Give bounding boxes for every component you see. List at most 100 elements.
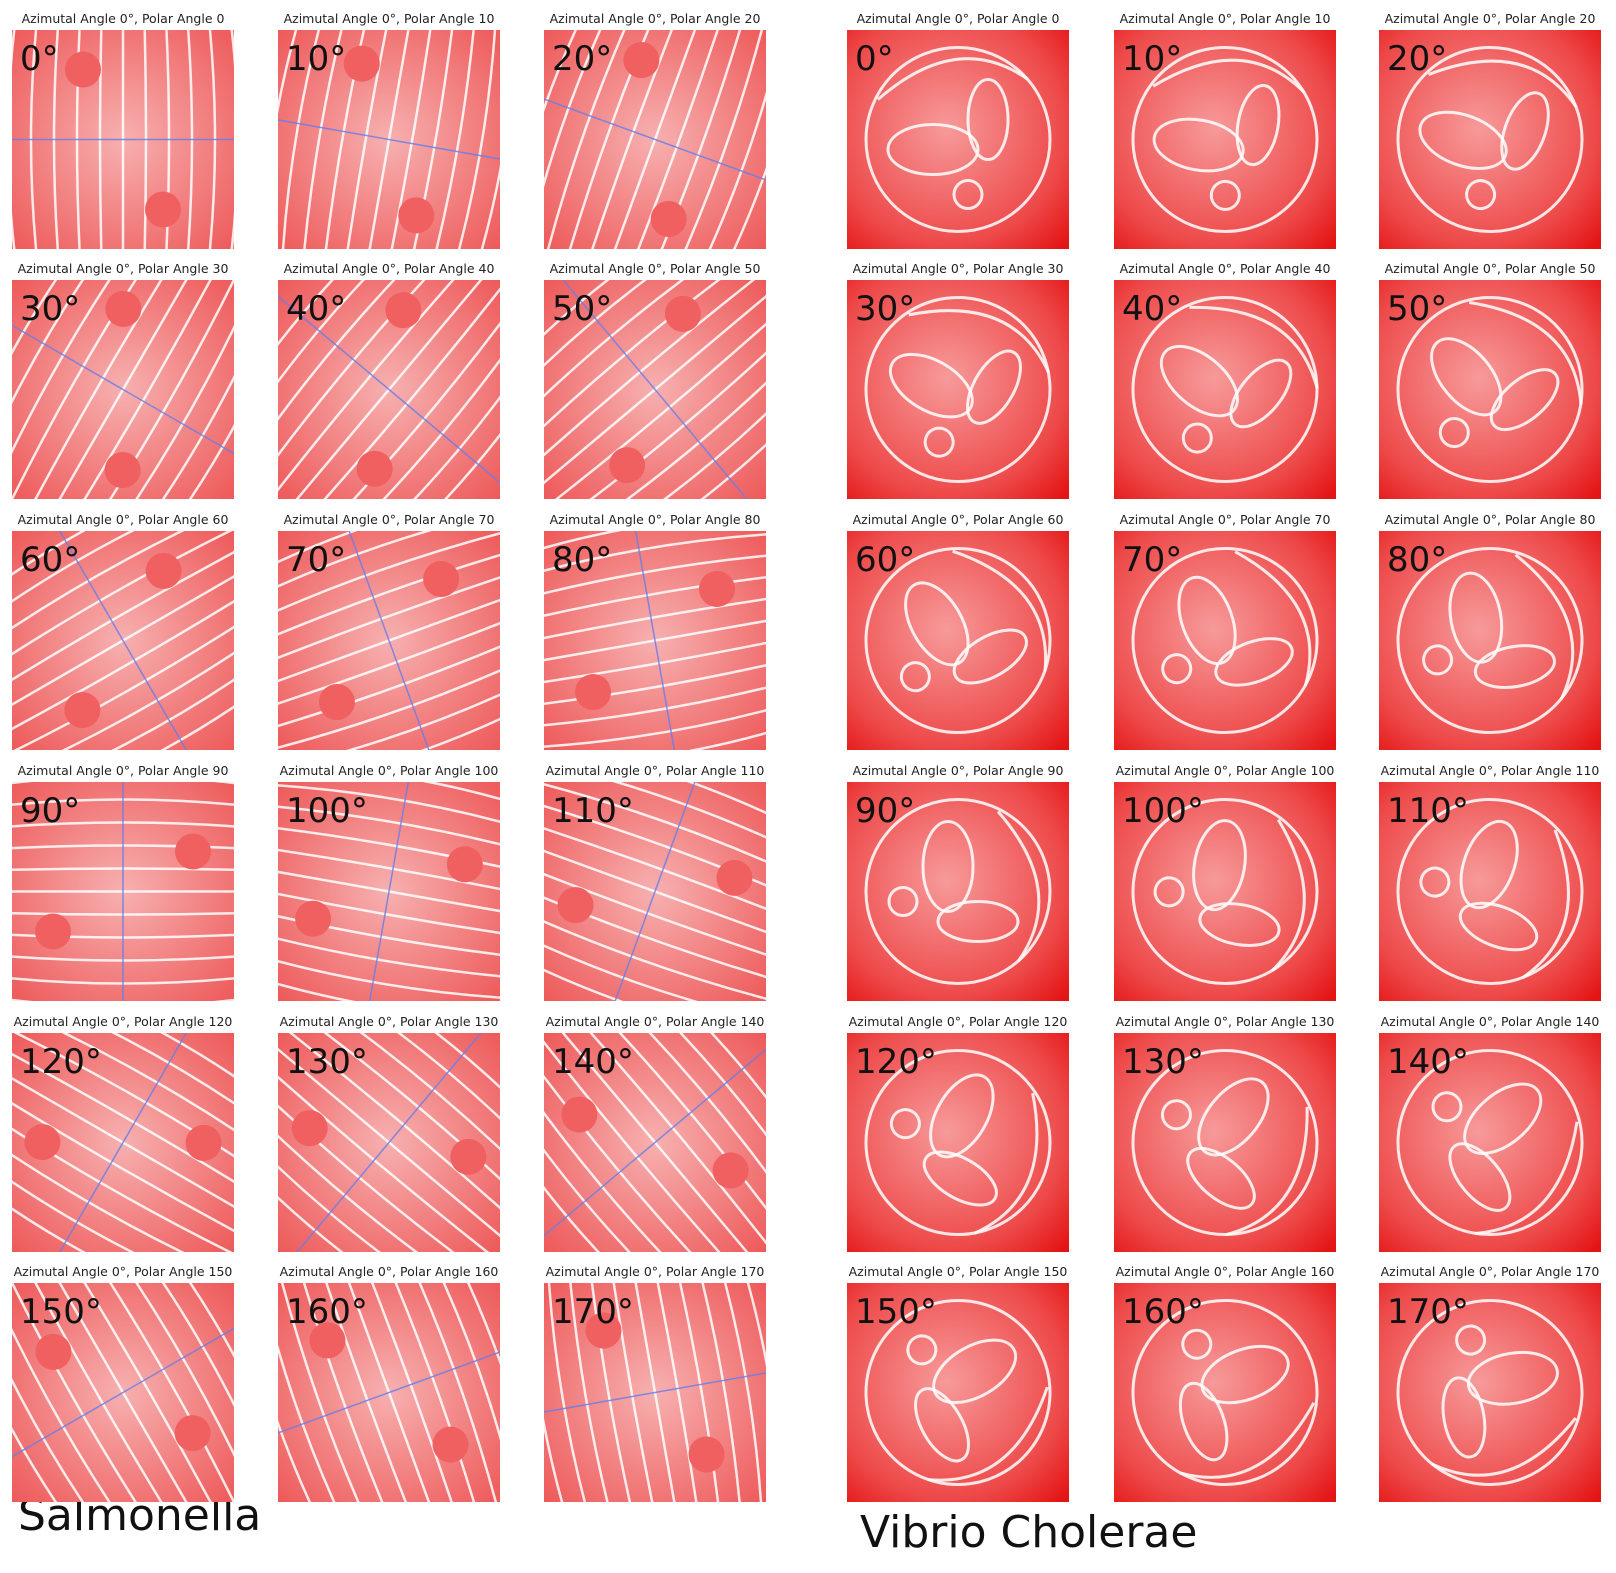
- panel-title: Azimutal Angle 0°, Polar Angle 100: [1116, 763, 1335, 778]
- panel-image: [1379, 30, 1601, 249]
- panel-title: Azimutal Angle 0°, Polar Angle 50: [1385, 261, 1596, 276]
- panel-image: [1114, 531, 1336, 750]
- pattern: [544, 1283, 766, 1502]
- panel: [278, 30, 500, 249]
- panel: [1114, 280, 1336, 499]
- pattern: [864, 798, 1052, 985]
- panel-image: [1379, 782, 1601, 1001]
- panel: [847, 1283, 1069, 1502]
- panel-label: 30°: [855, 289, 915, 329]
- panel-label: 10°: [286, 39, 346, 79]
- panel: [544, 280, 766, 499]
- panel-image: [1114, 782, 1336, 1001]
- panel-title: Azimutal Angle 0°, Polar Angle 110: [546, 763, 765, 778]
- panel-label: 80°: [552, 540, 612, 580]
- panel-image: [1114, 1033, 1336, 1252]
- panel-label: 110°: [1387, 791, 1469, 831]
- pattern: [1131, 46, 1319, 233]
- pattern: [864, 296, 1052, 483]
- panel: [1379, 531, 1601, 750]
- panel-title: Azimutal Angle 0°, Polar Angle 80: [1385, 512, 1596, 527]
- pattern: [864, 1049, 1052, 1236]
- panel: [847, 30, 1069, 249]
- panel-title: Azimutal Angle 0°, Polar Angle 170: [546, 1264, 765, 1279]
- pattern: [1396, 547, 1584, 734]
- panel: [1379, 782, 1601, 1001]
- pattern: [278, 280, 500, 499]
- panel-label: 150°: [855, 1292, 937, 1332]
- panel-title: Azimutal Angle 0°, Polar Angle 150: [14, 1264, 233, 1279]
- panel-label: 20°: [1387, 39, 1447, 79]
- panel-title: Azimutal Angle 0°, Polar Angle 60: [853, 512, 1064, 527]
- panel: [12, 1033, 234, 1252]
- panel: [12, 1283, 234, 1502]
- pattern: [12, 531, 234, 750]
- panel-label: 130°: [1122, 1042, 1204, 1082]
- panel-label: 100°: [286, 791, 368, 831]
- pattern: [1396, 798, 1584, 985]
- group-label: Vibrio Cholerae: [860, 1507, 1197, 1558]
- panel-label: 30°: [20, 289, 80, 329]
- pattern: [278, 30, 500, 249]
- panel-title: Azimutal Angle 0°, Polar Angle 10: [284, 11, 495, 26]
- panel-image: [847, 782, 1069, 1001]
- panel-title: Azimutal Angle 0°, Polar Angle 110: [1381, 763, 1600, 778]
- panel-label: 170°: [552, 1292, 634, 1332]
- panel: [1114, 30, 1336, 249]
- panel-title: Azimutal Angle 0°, Polar Angle 0: [22, 11, 225, 26]
- panel: [544, 1033, 766, 1252]
- panel-label: 0°: [20, 39, 59, 79]
- panel-label: 120°: [855, 1042, 937, 1082]
- panel-title: Azimutal Angle 0°, Polar Angle 170: [1381, 1264, 1600, 1279]
- panel-image: [1114, 1283, 1336, 1502]
- panel: [1114, 1033, 1336, 1252]
- panel-label: 150°: [20, 1292, 102, 1332]
- pattern: [1131, 798, 1319, 985]
- panel-title: Azimutal Angle 0°, Polar Angle 160: [1116, 1264, 1335, 1279]
- panel-label: 130°: [286, 1042, 368, 1082]
- panel: [847, 531, 1069, 750]
- panel: [1114, 782, 1336, 1001]
- panel-image: [1379, 1283, 1601, 1502]
- pattern: [1131, 1299, 1319, 1486]
- pattern: [278, 1033, 500, 1252]
- panel-image: [847, 531, 1069, 750]
- pattern: [12, 30, 234, 249]
- panel-label: 50°: [552, 289, 612, 329]
- panel-label: 170°: [1387, 1292, 1469, 1332]
- panel-label: 10°: [1122, 39, 1182, 79]
- panel-title: Azimutal Angle 0°, Polar Angle 20: [550, 11, 761, 26]
- pattern: [12, 782, 234, 1001]
- panel: [1114, 531, 1336, 750]
- panel-label: 100°: [1122, 791, 1204, 831]
- panel-title: Azimutal Angle 0°, Polar Angle 130: [280, 1014, 499, 1029]
- panel-title: Azimutal Angle 0°, Polar Angle 50: [550, 261, 761, 276]
- panel: [12, 531, 234, 750]
- panel: [12, 280, 234, 499]
- pattern: [864, 46, 1052, 233]
- panel-image: [1114, 280, 1336, 499]
- panel-label: 120°: [20, 1042, 102, 1082]
- pattern: [864, 547, 1052, 734]
- panel-label: 50°: [1387, 289, 1447, 329]
- pattern: [544, 531, 766, 750]
- pattern: [544, 280, 766, 499]
- panel-label: 110°: [552, 791, 634, 831]
- panel: [1379, 280, 1601, 499]
- panel-title: Azimutal Angle 0°, Polar Angle 100: [280, 763, 499, 778]
- pattern: [278, 531, 500, 750]
- pattern: [1396, 1299, 1584, 1486]
- panel-label: 40°: [1122, 289, 1182, 329]
- panel-label: 140°: [552, 1042, 634, 1082]
- panel-title: Azimutal Angle 0°, Polar Angle 150: [849, 1264, 1068, 1279]
- panel-label: 90°: [20, 791, 80, 831]
- panel-title: Azimutal Angle 0°, Polar Angle 70: [284, 512, 495, 527]
- panel-image: [847, 280, 1069, 499]
- panel-image: [847, 1283, 1069, 1502]
- panel-image: [847, 1033, 1069, 1252]
- panel-label: 160°: [286, 1292, 368, 1332]
- panel-label: 60°: [855, 540, 915, 580]
- panel: [278, 280, 500, 499]
- panel-image: [847, 30, 1069, 249]
